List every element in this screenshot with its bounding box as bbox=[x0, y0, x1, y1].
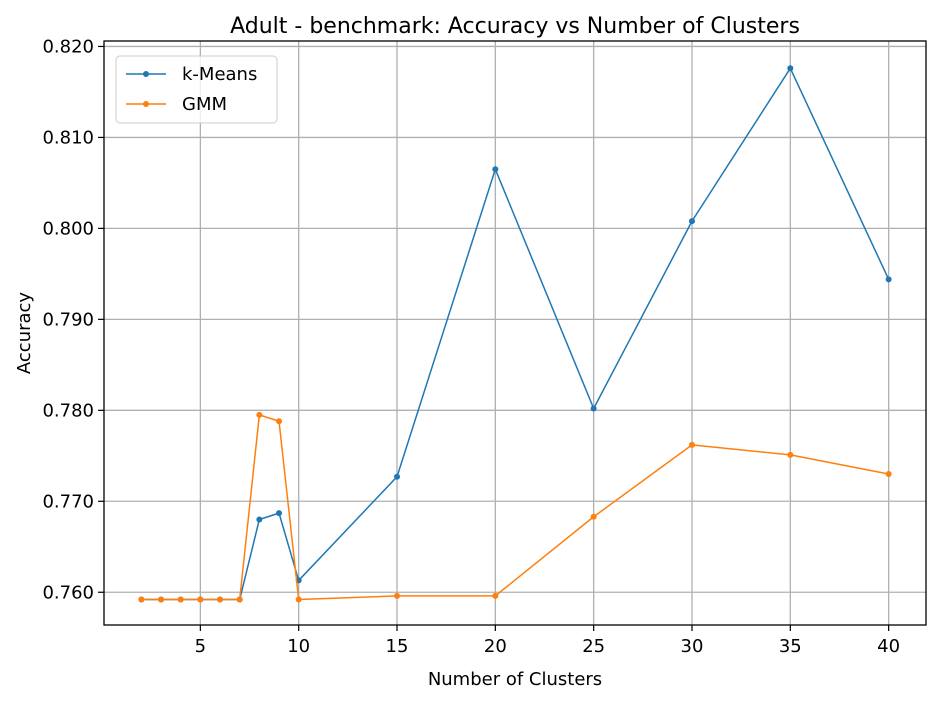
x-tick-label: 20 bbox=[484, 636, 507, 657]
legend: k-Means GMM bbox=[115, 55, 278, 124]
y-tick-label: 0.760 bbox=[42, 582, 94, 603]
data-point-k-means bbox=[590, 405, 597, 412]
y-tick-label: 0.780 bbox=[42, 400, 94, 421]
plot-frame bbox=[103, 40, 927, 626]
data-point-gmm bbox=[217, 596, 224, 603]
data-point-gmm bbox=[276, 418, 283, 425]
data-point-gmm bbox=[590, 513, 597, 520]
x-tick-label: 5 bbox=[195, 636, 206, 657]
data-point-gmm bbox=[177, 596, 184, 603]
data-point-k-means bbox=[256, 516, 263, 523]
legend-label-k-means: k-Means bbox=[182, 64, 257, 85]
data-point-gmm bbox=[158, 596, 165, 603]
legend-marker-gmm bbox=[143, 101, 149, 107]
legend-box bbox=[115, 55, 278, 124]
data-point-gmm bbox=[885, 470, 892, 477]
y-axis-label: Accuracy bbox=[14, 292, 35, 375]
data-point-gmm bbox=[236, 596, 243, 603]
data-point-k-means bbox=[787, 65, 794, 72]
data-point-gmm bbox=[256, 411, 263, 418]
y-tick-label: 0.820 bbox=[42, 36, 94, 57]
data-point-k-means bbox=[276, 510, 283, 517]
data-point-k-means bbox=[394, 473, 401, 480]
data-point-gmm bbox=[787, 451, 794, 458]
data-point-gmm bbox=[197, 596, 204, 603]
chart-title: Adult - benchmark: Accuracy vs Number of… bbox=[230, 14, 800, 39]
data-point-k-means bbox=[688, 218, 695, 225]
data-point-gmm bbox=[295, 596, 302, 603]
x-tick-label: 35 bbox=[779, 636, 802, 657]
y-tick-label: 0.810 bbox=[42, 127, 94, 148]
legend-marker-k-means bbox=[143, 71, 149, 77]
y-tick-label: 0.790 bbox=[42, 309, 94, 330]
data-point-gmm bbox=[492, 592, 499, 599]
x-tick-label: 40 bbox=[877, 636, 900, 657]
data-point-gmm bbox=[138, 596, 145, 603]
x-tick-label: 10 bbox=[287, 636, 310, 657]
ticks: 5 10 15 20 25 30 35 40 0.760 0.770 0.780 0.790 0.800… bbox=[42, 36, 900, 657]
data-point-k-means bbox=[885, 276, 892, 283]
x-tick-label: 15 bbox=[386, 636, 409, 657]
data-point-k-means bbox=[492, 166, 499, 173]
data-point-gmm bbox=[688, 441, 695, 448]
x-tick-label: 30 bbox=[681, 636, 704, 657]
x-axis-label: Number of Clusters bbox=[428, 669, 602, 690]
x-tick-label: 25 bbox=[582, 636, 605, 657]
data-point-gmm bbox=[394, 592, 401, 599]
series-layer bbox=[138, 65, 892, 603]
y-tick-label: 0.770 bbox=[42, 491, 94, 512]
legend-label-gmm: GMM bbox=[182, 94, 227, 115]
y-tick-label: 0.800 bbox=[42, 218, 94, 239]
